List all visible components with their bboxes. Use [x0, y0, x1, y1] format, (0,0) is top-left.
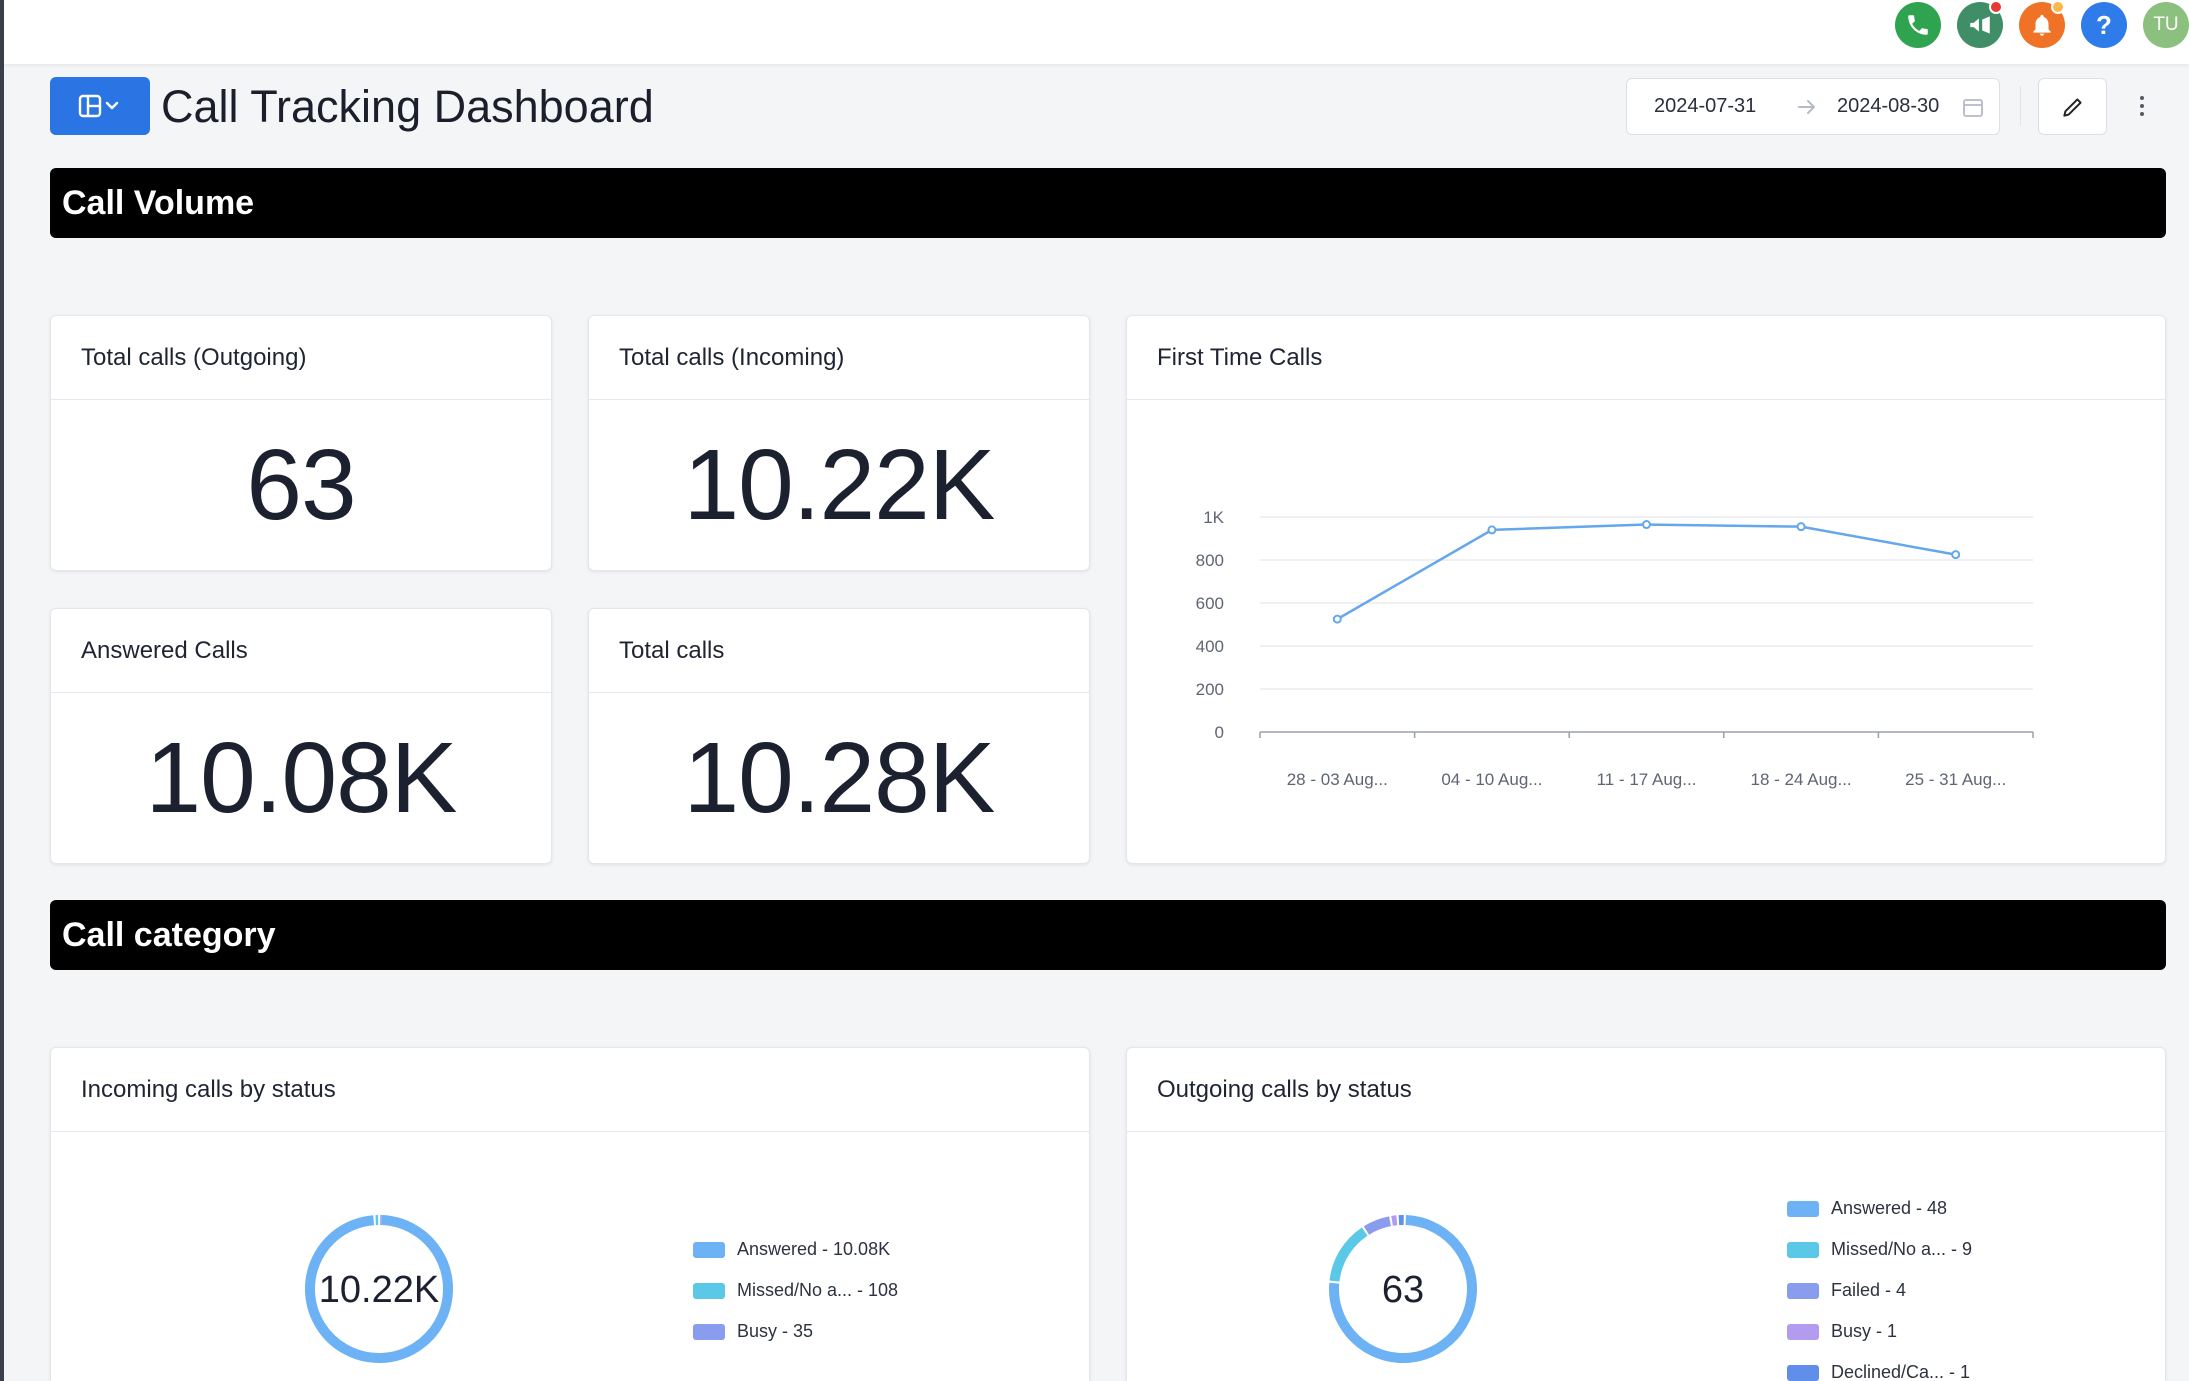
legend-swatch [1787, 1323, 1819, 1340]
date-start[interactable]: 2024-07-31 [1654, 95, 1757, 117]
data-point[interactable] [1487, 525, 1497, 535]
x-tick-label: 25 - 31 Aug... [1905, 770, 2006, 789]
data-point[interactable] [1642, 520, 1651, 530]
series-line [1336, 523, 1956, 621]
legend-item[interactable]: Missed/No a... - 108 [693, 1270, 898, 1311]
legend-label: Missed/No a... - 108 [737, 1280, 899, 1300]
legend-item[interactable]: Missed/No a... - 9 [1787, 1229, 1972, 1270]
incoming-legend: Answered - 10.08K Missed/No a... - 108 Bus… [693, 1229, 898, 1352]
avatar-initials: TU [2153, 14, 2179, 35]
legend-item[interactable]: Answered - 48 [1787, 1188, 1972, 1229]
legend-label: Declined/Ca... - 1 [1831, 1362, 1971, 1381]
donut-slice[interactable] [1363, 1216, 1392, 1235]
window-edge [0, 0, 4, 1381]
legend-swatch [693, 1323, 725, 1340]
card-title: Total calls (Incoming) [589, 316, 1089, 400]
data-point[interactable] [1796, 522, 1806, 532]
y-tick-label: 400 [1196, 637, 1224, 656]
page-title: Call Tracking Dashboard [161, 81, 654, 132]
x-tick-label: 11 - 17 Aug... [1597, 770, 1697, 789]
kpi-card-answered: Answered Calls 10.08K [50, 608, 552, 864]
section-title: Call category [62, 915, 276, 954]
kpi-card-incoming: Total calls (Incoming) 10.22K [588, 315, 1090, 571]
kpi-value: 63 [246, 428, 356, 541]
x-tick-label: 04 - 10 Aug... [1441, 770, 1542, 789]
donut-slice[interactable] [1329, 1227, 1368, 1282]
header-divider [2020, 86, 2021, 126]
notification-dot [2051, 0, 2065, 14]
legend-swatch [1787, 1282, 1819, 1299]
legend-swatch [693, 1241, 725, 1258]
legend-label: Missed/No a... - 9 [1831, 1239, 1973, 1259]
section-title: Call Volume [62, 183, 255, 222]
megaphone-icon[interactable] [1957, 0, 2003, 48]
card-title: First Time Calls [1127, 316, 2165, 400]
help-icon[interactable]: ? [2081, 2, 2127, 48]
kpi-value: 10.28K [683, 721, 996, 834]
first-time-calls-chart: 0 200 400 600 800 1K 28 - 03 Aug... 04 - 10 Aug… [1196, 508, 2034, 789]
kpi-value: 10.22K [683, 428, 996, 541]
date-range-picker[interactable]: 2024-07-31 2024-08-30 [1626, 78, 2000, 135]
legend-item[interactable]: Answered - 10.08K [693, 1229, 898, 1270]
layout-icon [78, 94, 119, 118]
legend-item[interactable]: Busy - 35 [693, 1311, 898, 1352]
x-tick-label: 18 - 24 Aug... [1751, 770, 1852, 789]
kpi-value: 10.08K [145, 721, 458, 834]
outgoing-legend: Answered - 48 Missed/No a... - 9 Failed - … [1787, 1188, 1972, 1381]
kpi-card-outgoing: Total calls (Outgoing) 63 [50, 315, 552, 571]
card-title: Answered Calls [51, 609, 551, 693]
first-time-calls-card: First Time Calls 0 200 400 600 800 1K 28 - 03 … [1126, 315, 2166, 864]
legend-swatch [1787, 1241, 1819, 1258]
legend-label: Busy - 35 [737, 1321, 814, 1341]
top-bar: ? TU [4, 0, 2189, 64]
legend-item[interactable]: Declined/Ca... - 1 [1787, 1352, 1972, 1381]
legend-label: Answered - 10.08K [737, 1239, 891, 1259]
y-tick-label: 800 [1196, 551, 1224, 570]
phone-icon[interactable] [1895, 2, 1941, 48]
donut-slice[interactable] [305, 1215, 453, 1363]
donut-center-value: 10.22K [319, 1269, 439, 1311]
y-tick-label: 1K [1203, 508, 1224, 527]
legend-item[interactable]: Failed - 4 [1787, 1270, 1972, 1311]
card-title: Total calls (Outgoing) [51, 316, 551, 400]
legend-swatch [1787, 1200, 1819, 1217]
card-title: Outgoing calls by status [1127, 1048, 2165, 1132]
x-tick-label: 28 - 03 Aug... [1287, 770, 1388, 789]
donut-slice[interactable] [1391, 1215, 1398, 1226]
y-tick-label: 600 [1196, 594, 1224, 613]
donut-center-value: 63 [1382, 1269, 1424, 1311]
data-point[interactable] [1332, 614, 1342, 624]
section-call-volume: Call Volume [50, 168, 2166, 238]
kpi-card-total: Total calls 10.28K [588, 608, 1090, 864]
card-title: Incoming calls by status [51, 1048, 1089, 1132]
legend-swatch [1787, 1364, 1819, 1381]
legend-swatch [693, 1282, 725, 1299]
y-tick-label: 200 [1196, 680, 1224, 699]
outgoing-status-card: Outgoing calls by status 63 Answered - 4… [1126, 1047, 2166, 1381]
help-glyph: ? [2096, 9, 2112, 40]
donut-slice[interactable] [1329, 1215, 1477, 1363]
top-actions: ? TU [1879, 0, 2189, 50]
incoming-donut-chart: 10.22K [305, 1215, 453, 1363]
incoming-status-card: Incoming calls by status 10.22K Answered… [50, 1047, 1090, 1381]
card-title: Total calls [589, 609, 1089, 693]
calendar-icon[interactable] [1961, 95, 1985, 119]
legend-label: Answered - 48 [1831, 1198, 1948, 1218]
more-options-icon[interactable] [2132, 90, 2152, 122]
y-tick-label: 0 [1215, 723, 1224, 742]
date-end[interactable]: 2024-08-30 [1837, 95, 1940, 117]
bell-icon[interactable] [2019, 0, 2065, 48]
notification-dot [1989, 0, 2003, 14]
pencil-icon [2062, 97, 2082, 117]
arrow-right-icon [1798, 100, 1815, 114]
legend-label: Failed - 4 [1831, 1280, 1907, 1300]
layout-switch-button[interactable] [50, 77, 150, 135]
legend-item[interactable]: Busy - 1 [1787, 1311, 1972, 1352]
outgoing-donut-chart: 63 [1329, 1215, 1477, 1363]
section-call-category: Call category [50, 900, 2166, 970]
edit-button[interactable] [2038, 78, 2107, 135]
legend-label: Busy - 1 [1831, 1321, 1898, 1341]
data-point[interactable] [1951, 550, 1961, 560]
avatar[interactable]: TU [2143, 2, 2189, 48]
